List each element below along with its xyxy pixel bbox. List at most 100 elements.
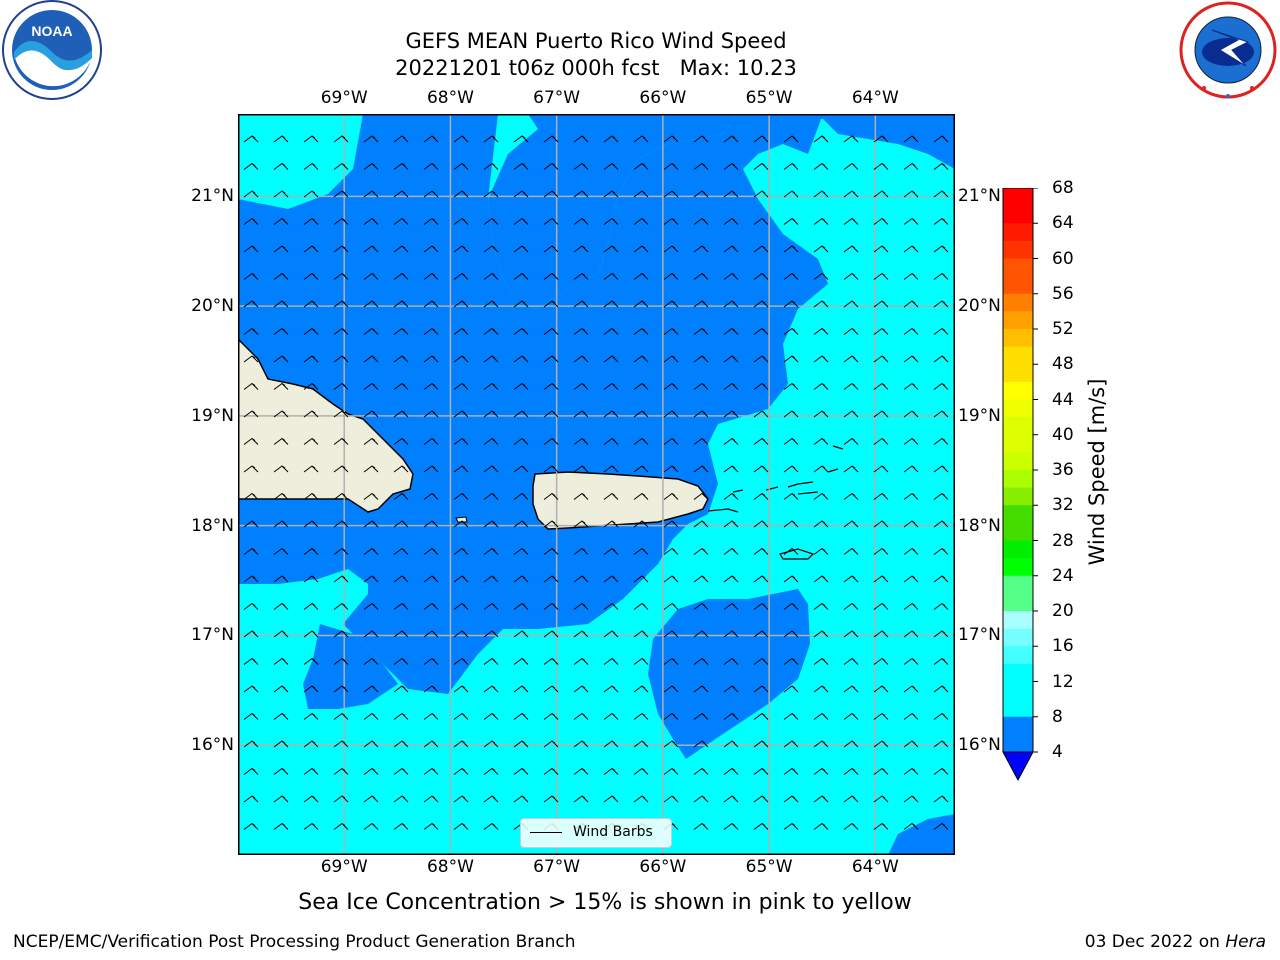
wind-barb — [873, 327, 889, 335]
wind-barb — [663, 767, 679, 775]
wind-barb — [753, 190, 769, 198]
wind-barb — [693, 355, 709, 363]
wind-barb — [843, 575, 859, 583]
wind-barb — [423, 547, 439, 555]
wind-barb — [423, 740, 439, 748]
wind-barb — [603, 657, 619, 665]
wind-barb — [813, 547, 829, 555]
wind-barb — [933, 740, 949, 748]
nws-logo — [1179, 1, 1277, 99]
wind-barb — [693, 162, 709, 170]
wind-barb — [483, 465, 499, 473]
wind-barb — [933, 657, 949, 665]
wind-barb — [303, 437, 319, 445]
wind-barb — [333, 575, 349, 583]
wind-barb — [513, 795, 529, 803]
wind-barb — [423, 795, 439, 803]
wind-barb — [453, 657, 469, 665]
wind-barb — [453, 520, 469, 528]
wind-barb — [513, 767, 529, 775]
wind-barb — [693, 795, 709, 803]
wind-barb — [603, 602, 619, 610]
wind-barb — [693, 740, 709, 748]
wind-barb — [873, 492, 889, 500]
wind-barb — [873, 712, 889, 720]
wind-barb — [903, 437, 919, 445]
colorbar-tick-label: 40 — [1052, 424, 1074, 445]
wind-barb — [573, 465, 589, 473]
wind-barb — [453, 767, 469, 775]
wind-barb — [393, 492, 409, 500]
wind-barb — [903, 355, 919, 363]
wind-region-4-8 — [793, 114, 955, 169]
wind-barb — [663, 162, 679, 170]
colorbar-segment — [1003, 240, 1033, 259]
wind-barb — [723, 465, 739, 473]
wind-barb — [663, 685, 679, 693]
wind-barb — [483, 492, 499, 500]
wind-barb — [753, 300, 769, 308]
wind-barb — [243, 520, 259, 528]
wind-barb — [603, 575, 619, 583]
wind-barb — [723, 327, 739, 335]
wind-barb — [843, 162, 859, 170]
wind-barb — [363, 410, 379, 418]
wind-barb — [273, 162, 289, 170]
wind-barb — [303, 630, 319, 638]
wind-barb — [273, 795, 289, 803]
wind-barb — [513, 162, 529, 170]
colorbar-segment — [1003, 646, 1033, 665]
wind-barb — [333, 272, 349, 280]
wind-barb — [423, 492, 439, 500]
wind-barb — [603, 272, 619, 280]
wind-barb — [243, 630, 259, 638]
wind-barb — [483, 795, 499, 803]
wind-barb — [333, 327, 349, 335]
wind-barb — [393, 822, 409, 830]
wind-barb — [723, 520, 739, 528]
wind-barb — [843, 767, 859, 775]
wind-barb — [633, 272, 649, 280]
wind-barb — [813, 272, 829, 280]
wind-barb — [843, 272, 859, 280]
wind-barb — [303, 327, 319, 335]
wind-barb — [243, 767, 259, 775]
wind-barb — [393, 767, 409, 775]
wind-barb — [903, 657, 919, 665]
wind-barb — [903, 740, 919, 748]
wind-barb — [423, 327, 439, 335]
footer-branch: NCEP/EMC/Verification Post Processing Pr… — [13, 932, 576, 952]
wind-barb — [843, 217, 859, 225]
wind-barb — [303, 685, 319, 693]
latitude-label: 20°N — [191, 296, 234, 317]
wind-barb — [933, 712, 949, 720]
wind-barb — [273, 822, 289, 830]
wind-barb — [783, 382, 799, 390]
wind-barb — [693, 657, 709, 665]
wind-barb — [513, 272, 529, 280]
wind-barb — [363, 217, 379, 225]
wind-barb — [933, 547, 949, 555]
wind-barb — [453, 382, 469, 390]
wind-barb — [723, 822, 739, 830]
wind-region-4-8 — [363, 114, 738, 309]
wind-barb — [753, 767, 769, 775]
wind-barb — [393, 190, 409, 198]
wind-barb — [873, 245, 889, 253]
wind-barb — [603, 767, 619, 775]
wind-barb — [663, 190, 679, 198]
wind-barb — [933, 685, 949, 693]
wind-barb — [393, 685, 409, 693]
colorbar-tick-label: 24 — [1052, 565, 1074, 586]
colorbar-segment — [1003, 681, 1033, 700]
wind-barb — [813, 685, 829, 693]
wind-barb — [393, 602, 409, 610]
gridlines — [238, 114, 955, 855]
wind-barb — [453, 575, 469, 583]
wind-barb — [783, 575, 799, 583]
colorbar-segment — [1003, 505, 1033, 524]
wind-barb — [513, 410, 529, 418]
wind-barb — [693, 272, 709, 280]
wind-barb — [933, 630, 949, 638]
wind-barb — [543, 327, 559, 335]
